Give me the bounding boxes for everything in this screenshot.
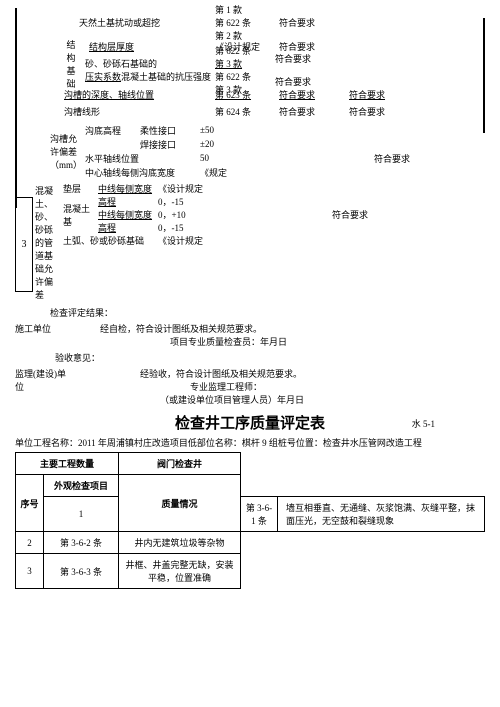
desc-3a: 砂、砂砾石基础的 <box>85 59 157 69</box>
struct-label: 结构基础 <box>65 38 77 90</box>
t2-header2: 阀门检查井 <box>119 453 241 475</box>
mval-3: 《设计规定 <box>158 234 228 247</box>
accept-label: 验收意见： <box>55 351 485 364</box>
constr-row: 施工单位 经自检，符合设计图纸及相关规范要求。 项目专业质量检查员：年月日 <box>15 322 485 348</box>
t2-r3-desc: 井框、井盖完整无缺，安装平稳，位置准确 <box>119 554 241 589</box>
tolerance-block: 沟槽允许偏差（mm） 沟底高程 柔性接口 ±50 焊接接口 ±20 水平轴线位置… <box>15 123 485 179</box>
ref-1b: 第 622 条 <box>215 16 275 29</box>
desc-5: 沟槽线形 <box>60 105 215 118</box>
msub-1a: 中线每侧宽度 <box>98 182 158 195</box>
tol-sub-1b: 焊接接口 <box>140 138 200 151</box>
mlayer-1: 垫层 <box>63 182 98 195</box>
result-2: 符合要求 <box>275 40 345 53</box>
t2-r2-desc: 井内无建筑垃圾等杂物 <box>119 532 241 554</box>
msub-1b: 高程 <box>98 195 158 208</box>
tol-label: 沟槽允许偏差（mm） <box>50 123 85 179</box>
result-4: 符合要求 <box>275 88 345 101</box>
ref-5: 第 624 条 <box>215 105 275 118</box>
mresult: 符合要求 <box>228 208 368 221</box>
mixed-block: 3 混凝土、砂、砂砾的管道基础允许偏差 垫层 中线每侧宽度 《设计规定 高程 0… <box>15 182 485 303</box>
tol-result: 符合要求 <box>270 152 410 165</box>
section-top: 结构基础 天然土基扰动或超挖 第 1 款 第 622 条 第 2 款 符合要求 … <box>15 8 485 121</box>
msub-2a: 中线每侧宽度 <box>98 208 158 221</box>
t2-r1-num: 1 <box>44 497 119 532</box>
tol-sub-1a: 柔性接口 <box>140 124 200 137</box>
mlayer-2: 混凝土基 <box>63 202 98 228</box>
t2-r3-num: 3 <box>16 554 44 589</box>
constr-label: 施工单位 <box>15 322 70 348</box>
tol-val-2: 50 <box>200 153 270 163</box>
t2-item: 外观检查项目 <box>44 475 119 497</box>
desc-4: 沟槽的深度、轴线位置 <box>60 88 215 101</box>
super-text1: 经验收，符合设计图纸及相关规范要求。 <box>140 367 485 380</box>
title-code: 水 5-1 <box>412 417 435 430</box>
t2-r2-num: 2 <box>16 532 44 554</box>
tol-val-1b: ±20 <box>200 139 270 149</box>
mval-2b: 0，-15 <box>158 221 228 234</box>
result-5: 符合要求 <box>275 105 345 118</box>
mlayer-3: 土弧、砂或砂砾基础 <box>63 234 158 247</box>
box-3: 3 <box>15 197 33 292</box>
mixed-label: 混凝土、砂、砂砾的管道基础允许偏差 <box>33 182 63 303</box>
result-1: 符合要求 <box>275 16 345 29</box>
desc-3b: 压实系数 <box>85 72 121 82</box>
t2-seq: 序号 <box>16 475 44 532</box>
ref-1a: 第 1 款 <box>215 3 275 16</box>
t2-r1-desc: 墙互相垂直、无通缝、灰浆饱满、灰缝平整，抹面压光，无空鼓和裂缝现象 <box>278 497 485 532</box>
super-text2: 专业监理工程师： <box>190 380 485 393</box>
vline-right <box>483 18 485 133</box>
tol-item-1: 沟底高程 <box>85 124 140 137</box>
ref-4: 第 623 条 <box>215 88 275 101</box>
t2-r3-ref: 第 3-6-3 条 <box>44 554 119 589</box>
tol-item-2: 水平轴线位置 <box>85 152 200 165</box>
ref-3b: 第 3 款 <box>215 57 275 70</box>
ref-3c: 第 622 条 <box>215 70 275 83</box>
t2-r2-ref: 第 3-6-2 条 <box>44 532 119 554</box>
super-label: 监理(建设)单位 <box>15 367 70 406</box>
tol-val-3: 《规定 <box>200 166 270 179</box>
mval-1a: 《设计规定 <box>158 182 228 195</box>
constr-text1: 经自检，符合设计图纸及相关规范要求。 <box>100 322 485 335</box>
result-3a: 符合要求 <box>275 52 345 65</box>
super-row: 监理(建设)单位 经验收，符合设计图纸及相关规范要求。 专业监理工程师： （或建… <box>15 367 485 406</box>
result-4b: 符合要求 <box>345 88 415 101</box>
result-3b: 符合要求 <box>275 75 345 88</box>
mval-1b: 0，-15 <box>158 195 228 208</box>
t2-header1: 主要工程数量 <box>16 453 119 475</box>
constr-text2: 项目专业质量检查员：年月日 <box>170 335 485 348</box>
result-5b: 符合要求 <box>345 105 415 118</box>
tol-item-3: 中心轴线每侧沟底宽度 <box>85 166 200 179</box>
desc-3c: 混凝土基础的抗压强度 <box>121 72 211 82</box>
mval-2a: 0，+10 <box>158 208 228 221</box>
vline-left <box>15 8 17 208</box>
tol-val-1a: ±50 <box>200 125 270 135</box>
table-2: 主要工程数量 阀门检查井 序号 外观检查项目 质量情况 1 第 3-6-1 条 … <box>15 452 485 589</box>
subtitle: 单位工程名称：2011 年周浦镇村庄改造项目低部位名称：棋杆 9 组桩号位置：检… <box>15 436 485 449</box>
t2-situation: 质量情况 <box>119 475 241 532</box>
msub-2b: 高程 <box>98 221 158 234</box>
desc-1: 天然土基扰动或超挖 <box>75 16 215 29</box>
desc-2: 结构层厚度 <box>85 40 215 53</box>
t2-r1-ref: 第 3-6-1 条 <box>241 497 278 532</box>
result-line: 检查评定结果： <box>50 306 485 319</box>
ref-3a: 第 622 条 <box>215 44 275 57</box>
super-text3: （或建设单位项目管理人员）年月日 <box>160 393 485 406</box>
